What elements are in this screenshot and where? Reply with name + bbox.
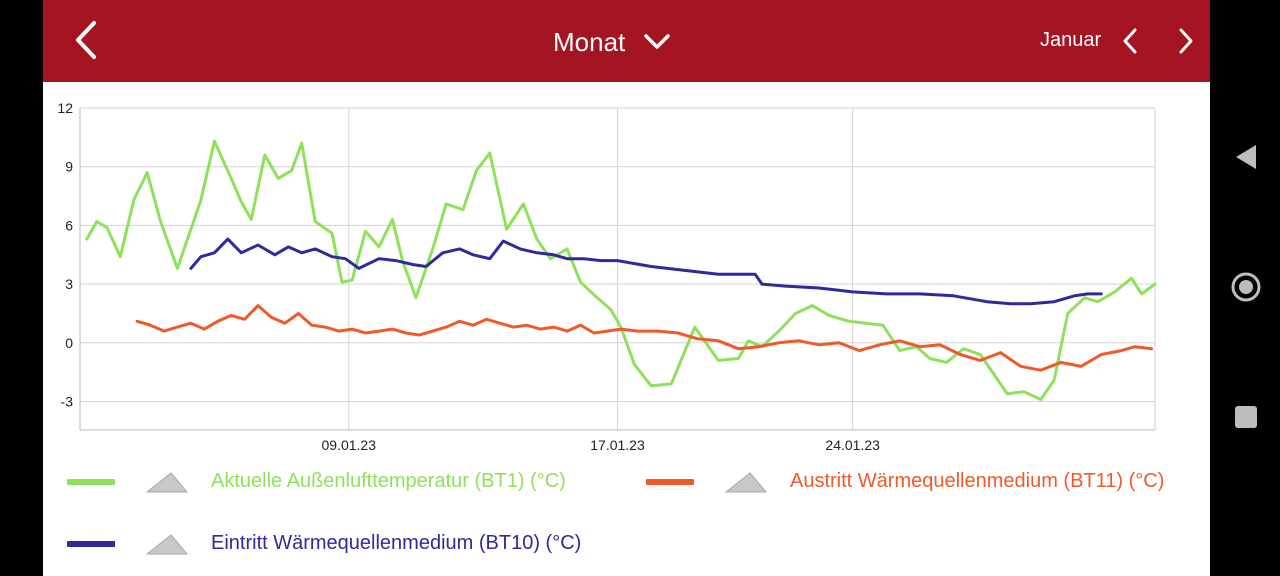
square-recents-icon	[1235, 406, 1257, 428]
area-toggle-icon[interactable]	[724, 471, 768, 493]
chevron-left-icon	[1123, 28, 1137, 54]
series-line-bt1	[85, 139, 1157, 401]
legend-label-bt10: Eintritt Wärmequellenmedium (BT10) (°C)	[211, 532, 582, 554]
system-home-button[interactable]	[1230, 271, 1262, 303]
y-tick-label: 9	[65, 159, 73, 175]
previous-month-button[interactable]	[1115, 22, 1145, 60]
system-navigation-bar	[1210, 0, 1280, 576]
area-toggle-icon[interactable]	[145, 533, 189, 555]
area-toggle-icon[interactable]	[145, 471, 189, 493]
legend-item-bt11[interactable]: Austritt Wärmequellenmedium (BT11) (°C)	[646, 470, 1164, 493]
y-tick-label: 12	[57, 100, 73, 116]
back-button[interactable]	[65, 18, 109, 62]
chevron-right-icon	[1179, 28, 1193, 54]
triangle-back-icon	[1236, 145, 1256, 169]
legend-swatch-bt10	[67, 540, 115, 547]
x-tick-label: 17.01.23	[590, 437, 645, 453]
x-tick-label: 09.01.23	[322, 437, 377, 453]
chevron-left-icon	[76, 21, 96, 59]
y-tick-label: 0	[65, 335, 73, 351]
month-label: Januar	[1040, 29, 1102, 51]
legend-swatch-bt1	[67, 478, 115, 485]
series-line-bt11	[135, 304, 1154, 372]
app-screen: Monat Januar 12 9 6 3 0 -3 09.01.23 17.01.23 24.…	[43, 0, 1210, 576]
circle-home-icon	[1231, 272, 1261, 302]
top-bar: Monat Januar	[43, 0, 1210, 82]
period-label: Monat	[553, 26, 626, 57]
system-recents-button[interactable]	[1230, 401, 1262, 433]
legend-swatch-bt11	[646, 478, 694, 485]
y-tick-label: 3	[65, 276, 73, 292]
temperature-chart: 12 9 6 3 0 -3 09.01.23 17.01.23 24.01.23	[57, 100, 1157, 453]
y-tick-label: -3	[61, 394, 74, 410]
system-back-button[interactable]	[1230, 141, 1262, 173]
x-tick-label: 24.01.23	[825, 437, 880, 453]
series-line-bt10	[189, 237, 1103, 306]
next-month-button[interactable]	[1171, 22, 1201, 60]
period-selector[interactable]: Monat	[553, 22, 671, 62]
chevron-down-icon	[643, 33, 671, 51]
legend-item-bt10[interactable]: Eintritt Wärmequellenmedium (BT10) (°C)	[67, 532, 581, 555]
y-tick-label: 6	[65, 217, 73, 233]
legend-label-bt11: Austritt Wärmequellenmedium (BT11) (°C)	[790, 470, 1165, 492]
legend-label-bt1: Aktuelle Außenlufttemperatur (BT1) (°C)	[211, 470, 566, 492]
legend-item-bt1[interactable]: Aktuelle Außenlufttemperatur (BT1) (°C)	[67, 470, 566, 493]
